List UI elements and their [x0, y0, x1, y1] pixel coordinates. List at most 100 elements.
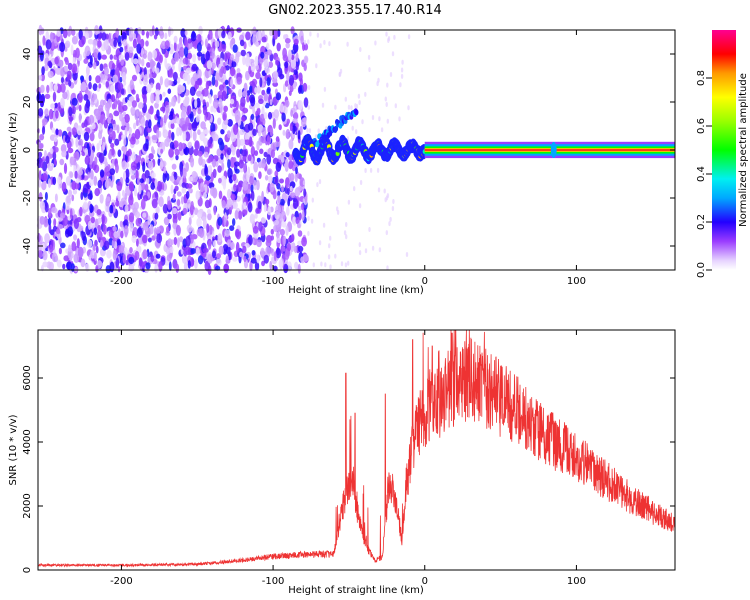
- noise-blob: [292, 118, 298, 124]
- noise-blob: [85, 74, 89, 84]
- noise-blob: [95, 75, 101, 84]
- snr-frame: [37, 329, 676, 571]
- noise-blob: [177, 95, 181, 104]
- noise-blob: [256, 157, 261, 163]
- noise-blob: [120, 230, 124, 239]
- noise-blob: [201, 216, 207, 222]
- noise-blob: [101, 54, 107, 60]
- noise-blob: [148, 77, 155, 86]
- noise-blob: [266, 42, 270, 51]
- noise-blob: [65, 195, 72, 206]
- noise-blob: [256, 85, 261, 94]
- noise-blob: [95, 265, 99, 272]
- noise-blob: [156, 109, 160, 119]
- noise-blob: [142, 53, 147, 59]
- noise-blob: [85, 263, 90, 272]
- noise-blob: [328, 41, 331, 47]
- noise-blob: [388, 221, 391, 227]
- noise-blob: [269, 182, 275, 193]
- noise-blob: [136, 43, 142, 54]
- noise-blob: [65, 59, 69, 65]
- noise-blob: [266, 49, 273, 56]
- colorbar-tick-label: 0.6: [696, 118, 707, 134]
- noise-blob: [297, 222, 301, 229]
- noise-blob: [205, 101, 209, 108]
- noise-blob: [282, 235, 287, 246]
- noise-blob: [293, 198, 299, 210]
- noise-blob: [202, 105, 208, 116]
- noise-blob: [114, 138, 120, 146]
- noise-blob: [174, 148, 180, 156]
- noise-blob: [358, 203, 362, 209]
- noise-blob: [148, 160, 154, 171]
- noise-blob: [76, 238, 80, 249]
- noise-blob: [227, 167, 233, 179]
- noise-blob: [116, 100, 121, 106]
- noise-blob: [232, 173, 237, 182]
- noise-blob: [196, 51, 203, 57]
- noise-blob: [297, 185, 303, 192]
- noise-blob: [103, 240, 110, 250]
- noise-blob: [112, 226, 117, 232]
- noise-blob: [40, 95, 45, 107]
- noise-blob: [87, 193, 93, 200]
- noise-blob: [250, 146, 256, 157]
- noise-blob: [99, 63, 104, 72]
- noise-blob: [209, 94, 212, 104]
- noise-blob: [386, 82, 389, 88]
- noise-blob: [256, 239, 262, 248]
- noise-blob: [162, 129, 169, 139]
- noise-blob: [284, 99, 290, 108]
- noise-blob: [141, 58, 145, 67]
- noise-blob: [155, 206, 160, 214]
- noise-blob: [385, 230, 388, 236]
- noise-blob: [53, 136, 58, 143]
- noise-blob: [334, 104, 337, 110]
- noise-blob: [49, 147, 54, 155]
- noise-blob: [394, 103, 397, 109]
- noise-blob: [151, 146, 154, 154]
- noise-blob: [364, 168, 367, 173]
- noise-blob: [195, 115, 200, 123]
- noise-blob: [302, 198, 306, 204]
- noise-blob: [288, 65, 292, 72]
- noise-blob: [136, 227, 143, 238]
- noise-blob: [186, 183, 193, 189]
- noise-blob: [246, 90, 251, 97]
- noise-blob: [255, 31, 262, 41]
- noise-blob: [385, 195, 389, 201]
- noise-blob: [171, 207, 178, 215]
- x-tick-label: -100: [262, 276, 285, 287]
- noise-blob: [249, 85, 253, 93]
- noise-blob: [273, 251, 277, 262]
- noise-blob: [162, 91, 166, 97]
- noise-blob: [187, 260, 191, 269]
- noise-blob: [307, 215, 310, 221]
- noise-blob: [369, 167, 373, 173]
- noise-blob: [49, 81, 54, 92]
- noise-blob: [83, 58, 89, 64]
- noise-blob: [290, 57, 296, 69]
- noise-blob: [183, 146, 190, 156]
- noise-blob: [135, 65, 141, 74]
- colorbar-tick-label: 0.4: [696, 166, 707, 182]
- noise-blob: [142, 161, 146, 173]
- noise-blob: [222, 66, 227, 75]
- noise-blob: [293, 111, 298, 120]
- noise-blob: [134, 128, 141, 140]
- noise-blob: [344, 262, 348, 268]
- noise-blob: [243, 255, 247, 263]
- noise-blob: [86, 239, 93, 248]
- noise-blob: [102, 99, 106, 106]
- noise-blob: [217, 216, 223, 226]
- noise-blob: [93, 93, 98, 100]
- noise-blob: [151, 172, 156, 179]
- noise-blob: [122, 104, 128, 112]
- noise-blob: [249, 81, 255, 86]
- noise-blob: [110, 84, 115, 94]
- noise-blob: [175, 154, 179, 161]
- noise-blob: [242, 245, 247, 254]
- noise-blob: [69, 156, 76, 166]
- noise-blob: [267, 111, 273, 120]
- noise-blob: [263, 93, 268, 102]
